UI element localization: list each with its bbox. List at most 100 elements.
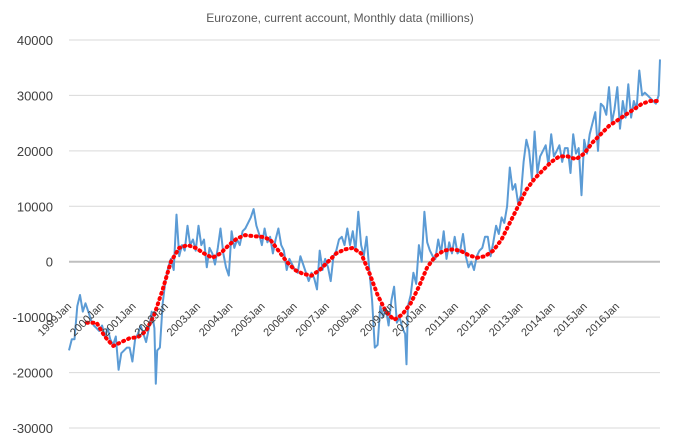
data-point <box>412 271 415 274</box>
data-point <box>260 235 263 238</box>
data-point <box>128 337 131 340</box>
data-point <box>255 224 258 227</box>
data-point <box>285 260 288 263</box>
data-point <box>503 221 506 224</box>
data-point <box>649 99 652 102</box>
data-point <box>313 277 316 280</box>
data-point <box>624 113 627 116</box>
data-point <box>514 183 517 186</box>
data-point <box>519 194 522 197</box>
data-point <box>508 166 511 169</box>
data-point <box>456 252 459 255</box>
data-point <box>574 152 577 155</box>
data-point <box>318 269 321 272</box>
data-point <box>646 94 649 97</box>
data-point <box>500 238 503 241</box>
data-point <box>225 266 228 269</box>
data-point <box>558 155 561 158</box>
data-point <box>125 346 128 349</box>
data-point <box>238 244 241 247</box>
data-point <box>599 133 602 136</box>
data-point <box>450 252 453 255</box>
data-point <box>492 249 495 252</box>
data-point <box>453 235 456 238</box>
data-point <box>203 238 206 241</box>
data-point <box>211 252 214 255</box>
data-point <box>128 346 131 349</box>
data-point <box>423 210 426 213</box>
data-point <box>608 124 611 127</box>
data-point <box>233 246 236 249</box>
data-point <box>214 263 217 266</box>
data-point <box>208 246 211 249</box>
data-point <box>591 141 594 144</box>
data-point <box>373 346 376 349</box>
data-point <box>591 122 594 125</box>
data-point <box>310 274 313 277</box>
data-point <box>365 235 368 238</box>
data-point <box>533 130 536 133</box>
data-point <box>599 102 602 105</box>
data-point <box>577 147 580 150</box>
data-point <box>158 346 161 349</box>
series-group <box>68 59 661 385</box>
data-point <box>630 116 633 119</box>
y-tick-label: -10000 <box>13 310 53 325</box>
data-point <box>376 343 379 346</box>
data-point <box>605 113 608 116</box>
data-point <box>393 318 396 321</box>
data-point <box>495 224 498 227</box>
data-point <box>484 235 487 238</box>
data-point <box>426 266 429 269</box>
data-point <box>112 344 115 347</box>
data-point <box>550 160 553 163</box>
data-point <box>117 368 120 371</box>
data-point <box>597 149 600 152</box>
data-point <box>638 69 641 72</box>
data-point <box>282 249 285 252</box>
data-point <box>632 108 635 111</box>
data-point <box>405 363 408 366</box>
data-point <box>437 238 440 241</box>
data-point <box>613 108 616 111</box>
data-point <box>120 341 123 344</box>
data-point <box>475 256 478 259</box>
data-point <box>302 272 305 275</box>
data-point <box>227 274 230 277</box>
data-point <box>511 188 514 191</box>
data-point <box>230 230 233 233</box>
data-point <box>641 102 644 105</box>
y-axis-tick-labels: 40000 30000 20000 10000 0 -10000 -20000 -30000 <box>13 33 53 436</box>
data-point <box>417 285 420 288</box>
y-tick-label: 40000 <box>17 33 53 48</box>
data-point <box>588 133 591 136</box>
data-point <box>409 293 412 296</box>
data-point <box>326 266 329 269</box>
data-point <box>241 230 244 233</box>
data-point <box>194 246 197 249</box>
data-point <box>541 169 544 172</box>
data-point <box>580 194 583 197</box>
data-point <box>566 147 569 150</box>
data-point <box>236 237 239 240</box>
data-point <box>178 246 181 249</box>
data-point <box>428 249 431 252</box>
data-point <box>123 349 126 352</box>
data-point <box>544 144 547 147</box>
data-point <box>274 238 277 241</box>
data-point <box>541 149 544 152</box>
data-point <box>360 244 363 247</box>
data-point <box>555 149 558 152</box>
data-point <box>252 235 255 238</box>
data-point <box>558 144 561 147</box>
data-point <box>528 149 531 152</box>
data-point <box>445 257 448 260</box>
data-point <box>572 133 575 136</box>
data-point <box>252 208 255 211</box>
data-point <box>302 263 305 266</box>
data-point <box>506 205 509 208</box>
data-point <box>156 349 159 352</box>
data-point <box>376 293 379 296</box>
data-point <box>387 324 390 327</box>
data-point <box>574 158 577 161</box>
